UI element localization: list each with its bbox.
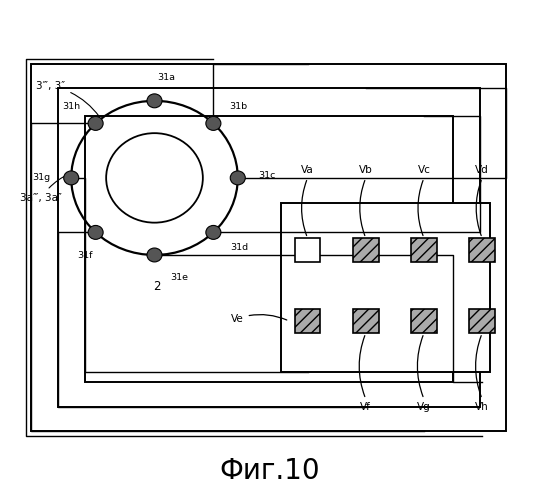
Bar [85, 116, 453, 382]
Text: 3a‴, 3a″: 3a‴, 3a″ [20, 174, 69, 203]
Text: 31h: 31h [63, 102, 80, 111]
Bar [469, 309, 495, 333]
Text: 31b: 31b [230, 102, 248, 111]
Text: 31c: 31c [258, 172, 275, 180]
Circle shape [206, 116, 221, 130]
Bar [295, 309, 321, 333]
Bar [295, 238, 321, 262]
Text: Vd: Vd [475, 166, 489, 175]
Circle shape [88, 226, 103, 239]
Text: Фиг.10: Фиг.10 [220, 458, 320, 485]
Text: Va: Va [301, 166, 314, 175]
Text: 31d: 31d [231, 244, 249, 252]
Bar [281, 203, 490, 372]
Text: Ve: Ve [231, 314, 287, 324]
Text: Vf: Vf [360, 402, 371, 411]
Circle shape [88, 116, 103, 130]
Circle shape [206, 226, 221, 239]
Circle shape [64, 171, 79, 185]
Text: 2: 2 [153, 280, 161, 293]
Text: Vg: Vg [417, 402, 431, 411]
Text: 31g: 31g [33, 174, 51, 182]
Text: 31e: 31e [171, 273, 188, 282]
Text: 3‴, 3″: 3‴, 3″ [36, 81, 99, 116]
Circle shape [147, 94, 162, 108]
Text: 31f: 31f [77, 252, 93, 260]
Text: Vc: Vc [417, 166, 430, 175]
Circle shape [147, 248, 162, 262]
Bar [353, 309, 379, 333]
Bar [58, 88, 480, 406]
Bar [411, 309, 437, 333]
Circle shape [230, 171, 245, 185]
Bar [411, 238, 437, 262]
Text: Vb: Vb [359, 166, 373, 175]
Bar [353, 238, 379, 262]
Text: Vh: Vh [475, 402, 489, 411]
Text: 31a: 31a [157, 73, 175, 82]
Bar [469, 238, 495, 262]
Bar [31, 64, 507, 432]
